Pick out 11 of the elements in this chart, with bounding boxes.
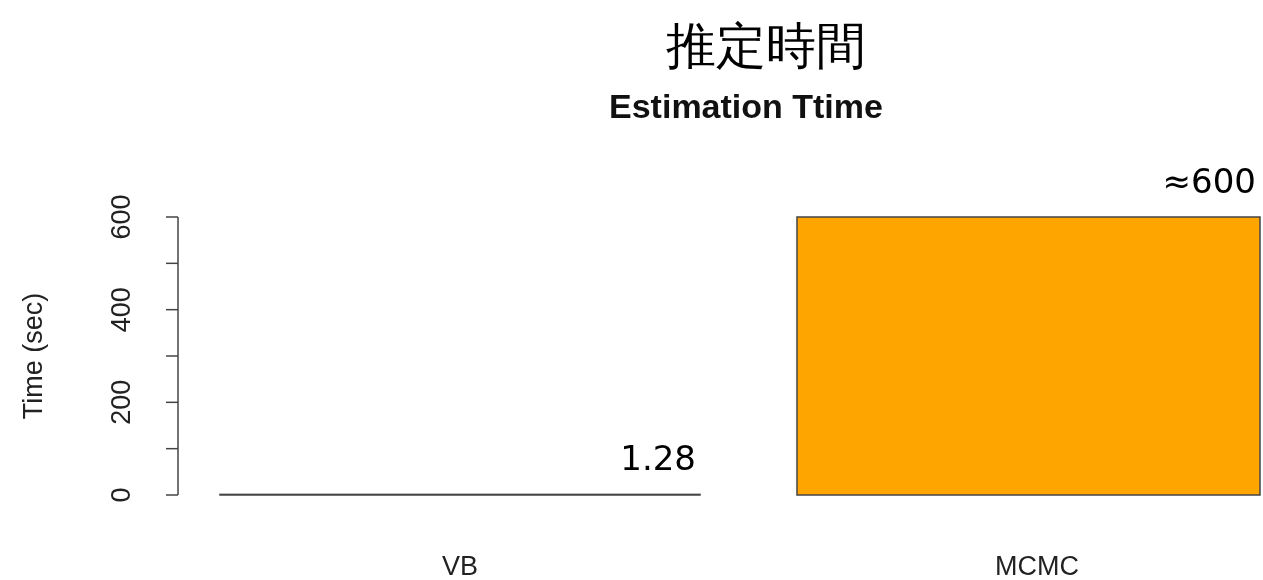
y-tick-label: 0 [106,487,136,503]
data-label: 1.28 [620,438,696,479]
y-axis-title: Time (sec) [18,292,48,420]
chart-title: 推定時間 [666,17,866,75]
chart-subtitle: Estimation Ttime [609,87,883,125]
data-label: ≈600 [1162,161,1256,201]
x-tick-label: MCMC [995,551,1079,580]
y-tick-label: 200 [106,379,136,425]
y-tick-label: 400 [106,287,136,333]
x-tick-label: VB [441,551,479,580]
y-tick-label: 600 [106,194,136,240]
